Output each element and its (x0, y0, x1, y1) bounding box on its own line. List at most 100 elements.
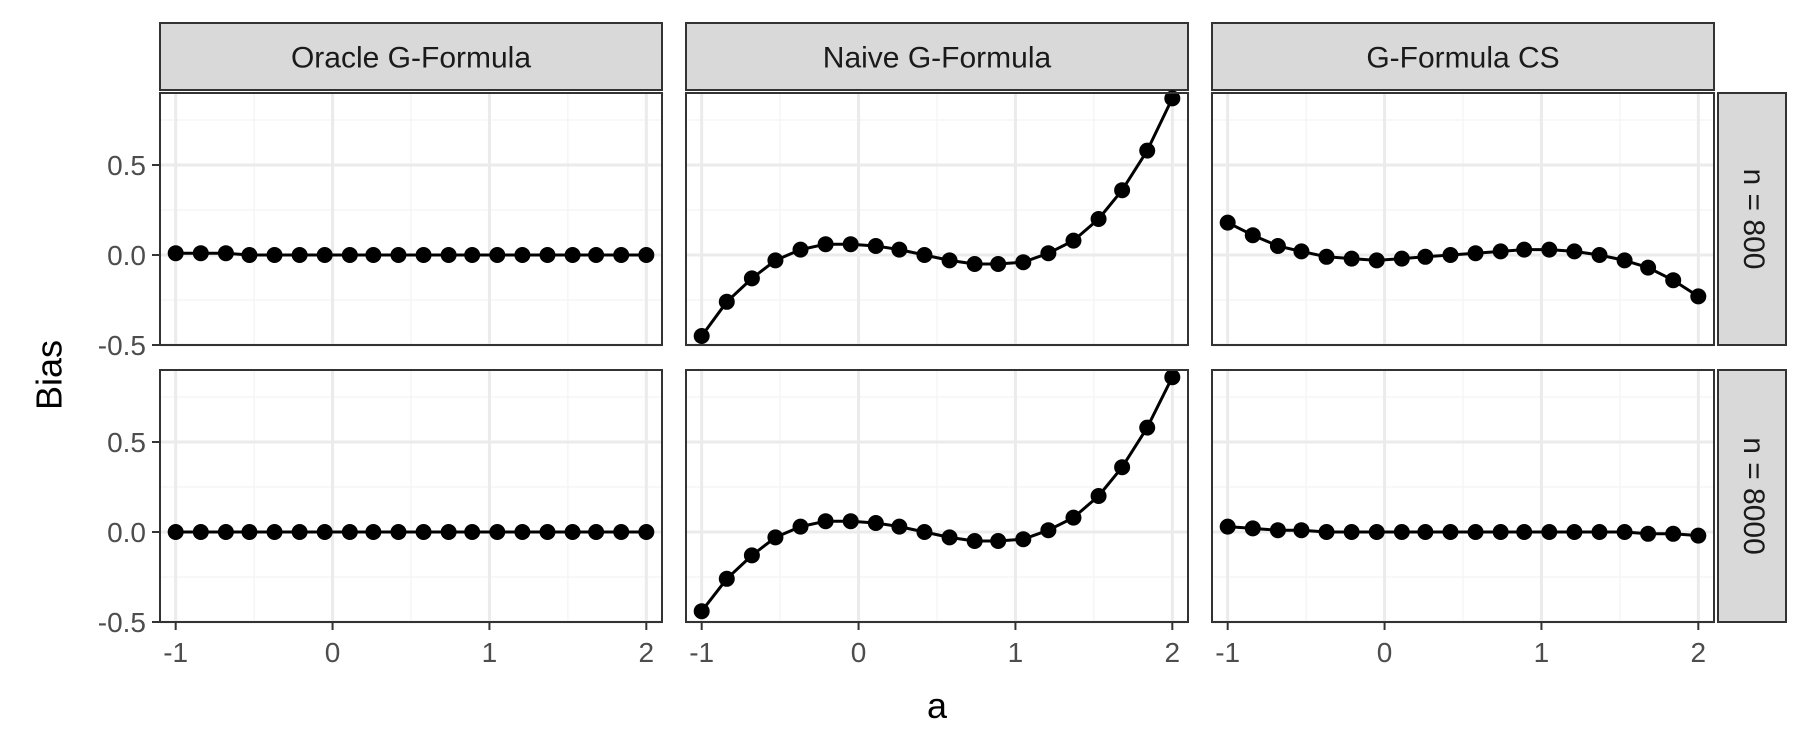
data-point (241, 524, 258, 540)
data-point (192, 524, 209, 540)
data-point (415, 524, 432, 540)
column-strip-label: Oracle G-Formula (291, 42, 531, 75)
data-point (916, 524, 933, 540)
data-point (1541, 241, 1558, 258)
data-point (1065, 509, 1082, 526)
data-point (1343, 250, 1360, 267)
data-point (192, 245, 209, 262)
data-point (1318, 524, 1335, 540)
data-point (1616, 252, 1633, 269)
data-point (891, 518, 908, 535)
data-point (1467, 245, 1484, 262)
data-point (613, 247, 630, 263)
column-strip-g-formula-cs: G-Formula CS (1211, 22, 1715, 91)
data-point (464, 247, 481, 263)
data-point (1269, 522, 1286, 539)
data-point (1164, 369, 1181, 386)
data-point (564, 524, 581, 540)
y-tick-label: 0.0 (107, 517, 146, 548)
data-point (514, 524, 531, 540)
data-point (1442, 524, 1459, 540)
data-point (1566, 243, 1583, 260)
data-point (1065, 232, 1082, 249)
y-tick-label: 0.5 (107, 427, 146, 458)
row-strip-background (1717, 369, 1787, 623)
data-point (167, 245, 184, 262)
x-tick-label: 0 (851, 637, 867, 668)
data-point (440, 524, 457, 540)
column-strip-background (1211, 22, 1715, 91)
data-point (291, 524, 308, 540)
data-point (1015, 254, 1032, 271)
data-point (217, 524, 234, 540)
data-point (990, 533, 1007, 549)
column-strip-background (159, 22, 663, 91)
y-axis-title: Bias (29, 340, 70, 410)
data-point (891, 241, 908, 258)
x-tick-label: 2 (639, 637, 655, 668)
data-point (1293, 522, 1310, 539)
data-point (842, 513, 859, 530)
data-point (792, 518, 809, 535)
column-strip-background (685, 22, 1189, 91)
data-point (1164, 90, 1181, 107)
x-tick-label: -1 (1215, 637, 1240, 668)
panel-border (685, 369, 1189, 623)
y-tick-label: 0.0 (107, 240, 146, 271)
data-point (588, 247, 605, 263)
data-point (966, 256, 983, 272)
data-point (1640, 259, 1657, 276)
data-point (1293, 243, 1310, 260)
data-point (693, 603, 710, 620)
data-point (390, 247, 407, 263)
data-point (415, 247, 432, 263)
row-strip-label: n = 8000 (1737, 437, 1770, 555)
data-point (1393, 250, 1410, 267)
data-point (1566, 524, 1583, 540)
data-point (365, 247, 382, 263)
data-point (941, 529, 958, 546)
data-point (489, 247, 506, 263)
data-point (941, 252, 958, 269)
data-point (1090, 488, 1107, 504)
data-point (1139, 419, 1156, 436)
data-point (1665, 525, 1682, 542)
x-tick-label: 1 (1008, 637, 1024, 668)
x-tick-label: -1 (163, 637, 188, 668)
panel-border (159, 92, 663, 346)
data-point (817, 236, 834, 253)
data-point (316, 247, 333, 263)
column-strip-label: G-Formula CS (1366, 42, 1559, 75)
data-point (341, 524, 358, 540)
x-tick-label: 2 (1165, 637, 1181, 668)
data-point (1368, 252, 1385, 269)
column-strip-oracle-g-formula: Oracle G-Formula (159, 22, 663, 91)
row-strip-n-800: n = 800 (1717, 92, 1787, 346)
row-strip-label: n = 800 (1737, 169, 1770, 270)
x-axis-title: a (927, 685, 948, 726)
x-tick-label: -1 (689, 637, 714, 668)
x-tick-label: 2 (1691, 637, 1707, 668)
data-point (365, 524, 382, 540)
data-point (241, 247, 258, 263)
data-point (718, 293, 735, 310)
data-point (1541, 524, 1558, 540)
data-point (564, 247, 581, 263)
column-strip-naive-g-formula: Naive G-Formula (685, 22, 1189, 91)
data-point (1591, 524, 1608, 540)
data-point (718, 570, 735, 587)
x-tick-label: 0 (1377, 637, 1393, 668)
data-point (1219, 214, 1236, 231)
panel-g-formula-cs-n-8000: -1 0 1 2 (1211, 369, 1715, 668)
data-point (1114, 459, 1131, 476)
data-point (1417, 248, 1434, 265)
panel-naive-g-formula-n-8000: -1 0 1 2 (685, 369, 1189, 668)
data-point (1591, 247, 1608, 263)
data-point (1467, 524, 1484, 540)
data-point (266, 524, 283, 540)
data-point (167, 524, 184, 540)
data-point (817, 513, 834, 530)
data-point (440, 247, 457, 263)
data-point (916, 247, 933, 263)
data-point (867, 238, 884, 254)
